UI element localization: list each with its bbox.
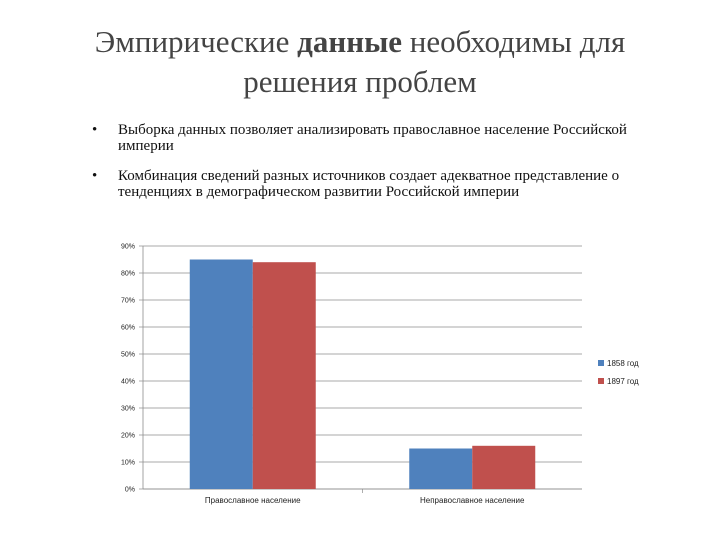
title-bold-word: данные <box>297 24 403 59</box>
y-tick-label: 30% <box>121 406 135 413</box>
bullet-list: • Выборка данных позволяет анализировать… <box>92 122 652 214</box>
title-part1: Эмпирические <box>94 24 290 59</box>
bullet-text: Комбинация сведений разных источников со… <box>118 168 620 200</box>
title-part2: необходимы для решения проблем <box>243 24 626 99</box>
bar <box>472 445 536 489</box>
legend-swatch <box>598 360 604 366</box>
legend-swatch <box>598 378 604 384</box>
bullet-marker: • <box>92 122 98 138</box>
legend-label: 1897 год <box>607 377 639 386</box>
y-tick-label: 70% <box>121 298 135 305</box>
y-tick-label: 90% <box>121 244 135 251</box>
y-tick-label: 80% <box>121 271 135 278</box>
slide-title: Эмпирические данные необходимы для решен… <box>40 22 680 102</box>
bar <box>189 259 253 489</box>
legend-label: 1858 год <box>607 359 639 368</box>
x-category-label: Неправославное население <box>420 496 525 505</box>
bullet-item: • Выборка данных позволяет анализировать… <box>92 122 652 154</box>
y-tick-label: 60% <box>121 325 135 332</box>
bar <box>252 262 316 489</box>
y-tick-label: 20% <box>121 433 135 440</box>
bullet-text: Выборка данных позволяет анализировать п… <box>118 122 627 154</box>
x-category-label: Православное население <box>205 496 301 505</box>
bar <box>409 448 473 489</box>
y-tick-label: 0% <box>125 487 135 494</box>
bullet-marker: • <box>92 168 98 184</box>
y-tick-label: 10% <box>121 460 135 467</box>
bullet-item: • Комбинация сведений разных источников … <box>92 168 652 200</box>
y-tick-label: 40% <box>121 379 135 386</box>
y-tick-label: 50% <box>121 352 135 359</box>
